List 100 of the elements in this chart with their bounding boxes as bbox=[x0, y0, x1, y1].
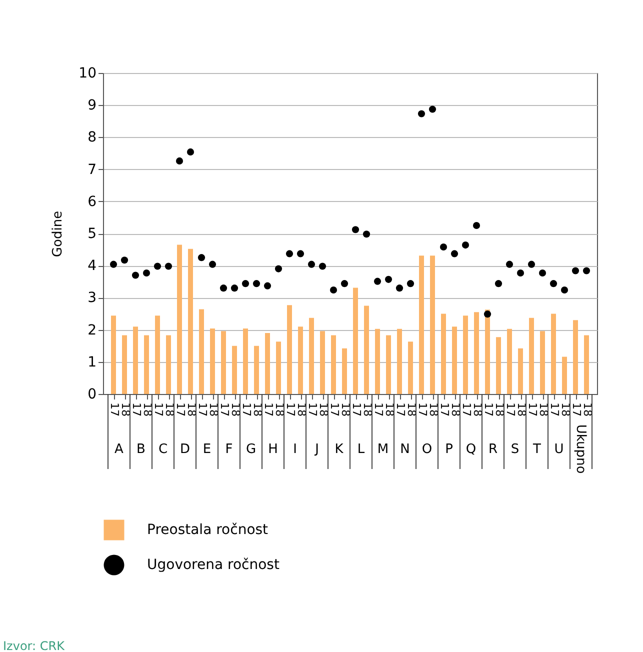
point bbox=[274, 265, 282, 272]
bar bbox=[584, 335, 589, 394]
bar bbox=[474, 312, 479, 394]
point bbox=[110, 260, 118, 268]
point bbox=[208, 260, 216, 268]
bar bbox=[265, 333, 270, 394]
point bbox=[538, 269, 546, 277]
text: J bbox=[314, 442, 319, 457]
bar bbox=[430, 256, 435, 394]
text: D bbox=[180, 442, 190, 457]
bar bbox=[210, 328, 215, 394]
point bbox=[516, 269, 524, 277]
y-tick-label: 7 bbox=[88, 162, 96, 178]
bar bbox=[166, 335, 171, 394]
bar bbox=[111, 316, 116, 394]
bar bbox=[287, 305, 292, 394]
text: Izvor: CRK bbox=[3, 639, 66, 652]
point bbox=[462, 242, 470, 249]
text: C bbox=[158, 442, 168, 457]
x-tick-label: 17 bbox=[284, 402, 297, 416]
point bbox=[406, 280, 414, 288]
bar bbox=[397, 328, 402, 394]
point bbox=[428, 106, 436, 113]
bar bbox=[122, 335, 127, 394]
x-tick-label: 17 bbox=[438, 402, 451, 416]
bar bbox=[573, 320, 578, 394]
text: B bbox=[136, 442, 146, 457]
x-tick-label: 17 bbox=[504, 402, 517, 416]
bar bbox=[452, 326, 457, 394]
bar bbox=[518, 348, 523, 394]
bar bbox=[144, 335, 149, 394]
text: M bbox=[377, 442, 389, 457]
point bbox=[472, 222, 480, 230]
bar bbox=[551, 314, 556, 394]
bar bbox=[529, 318, 534, 394]
bar bbox=[496, 337, 501, 394]
text: R bbox=[488, 442, 498, 457]
y-tick-label: 6 bbox=[88, 194, 97, 210]
x-tick-label: 17 bbox=[394, 402, 407, 416]
text: S bbox=[510, 442, 520, 457]
bar bbox=[485, 310, 490, 394]
text: F bbox=[225, 442, 233, 457]
x-tick-label: 17 bbox=[152, 402, 165, 416]
bar bbox=[232, 346, 237, 394]
text: U bbox=[554, 442, 564, 457]
point bbox=[440, 243, 448, 251]
point bbox=[264, 282, 272, 290]
point bbox=[296, 250, 304, 258]
bar bbox=[342, 348, 347, 394]
bar bbox=[320, 331, 325, 394]
bar bbox=[298, 326, 303, 394]
bar bbox=[254, 346, 259, 394]
bar bbox=[408, 342, 413, 394]
x-tick-label: 17 bbox=[570, 402, 583, 416]
y-tick-label: 1 bbox=[88, 354, 96, 370]
x-tick-label: 17 bbox=[240, 402, 253, 416]
point bbox=[186, 148, 194, 156]
bar bbox=[441, 314, 446, 394]
x-tick-label: 17 bbox=[460, 402, 473, 416]
point bbox=[494, 280, 502, 288]
bar bbox=[375, 328, 380, 394]
point bbox=[560, 286, 568, 294]
bar bbox=[507, 328, 512, 394]
point bbox=[154, 262, 162, 270]
point bbox=[120, 256, 128, 264]
bar bbox=[364, 306, 369, 394]
bar bbox=[386, 335, 391, 394]
text: O bbox=[422, 442, 432, 457]
y-axis-title: Godine bbox=[50, 210, 66, 258]
point bbox=[362, 230, 370, 238]
bar bbox=[276, 342, 281, 394]
bar bbox=[155, 316, 160, 394]
y-tick-label: 4 bbox=[88, 258, 97, 274]
x-tick-label: 17 bbox=[526, 402, 539, 416]
point bbox=[176, 157, 184, 164]
bar bbox=[243, 328, 248, 394]
bar bbox=[133, 326, 138, 394]
point bbox=[230, 284, 238, 292]
legend-label: Ugovorena ročnost bbox=[147, 557, 280, 573]
point bbox=[572, 267, 580, 274]
point bbox=[484, 310, 492, 318]
x-tick-label: 17 bbox=[350, 402, 363, 416]
text: L bbox=[357, 442, 366, 457]
text: A bbox=[114, 442, 124, 457]
point bbox=[396, 284, 404, 292]
point bbox=[384, 276, 392, 283]
point bbox=[252, 280, 260, 288]
point bbox=[340, 280, 348, 288]
point bbox=[198, 254, 206, 262]
y-tick-label: 3 bbox=[88, 290, 96, 306]
y-tick-label: 9 bbox=[88, 98, 96, 114]
bar bbox=[353, 288, 358, 394]
x-tick-label: 17 bbox=[306, 402, 319, 416]
bar bbox=[221, 331, 226, 394]
bar bbox=[309, 318, 314, 394]
x-tick-label: 17 bbox=[328, 402, 341, 416]
text: E bbox=[202, 442, 212, 457]
y-tick-label: 8 bbox=[88, 130, 96, 146]
bar bbox=[331, 335, 336, 394]
point bbox=[374, 278, 382, 285]
